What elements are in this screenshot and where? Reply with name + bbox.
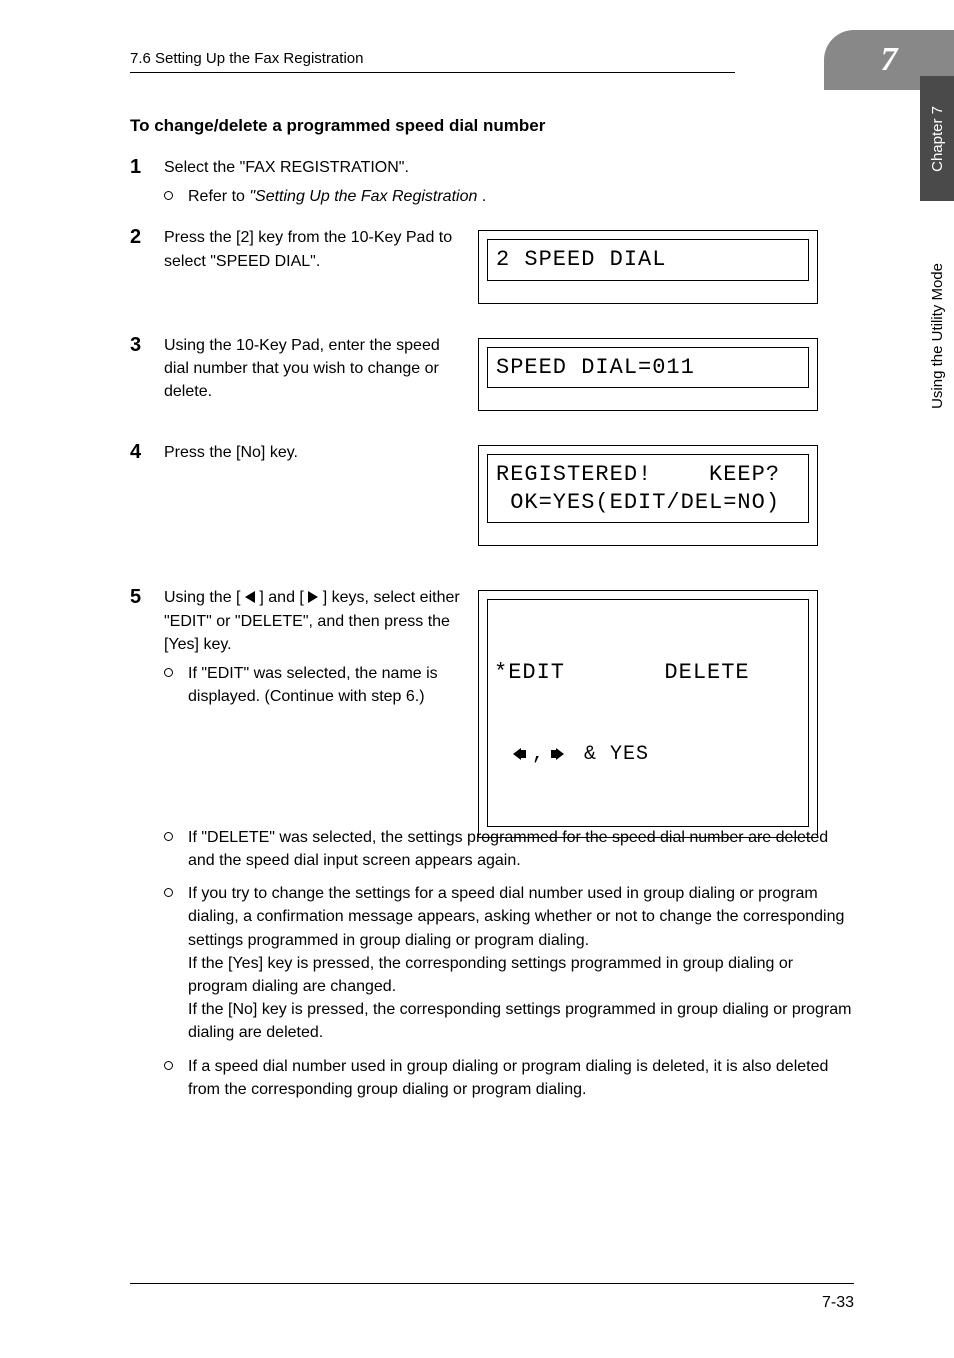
- section-reference: 7.6 Setting Up the Fax Registration: [130, 50, 854, 71]
- sub-prefix: Refer to: [188, 188, 249, 205]
- page-number: 7-33: [822, 1294, 854, 1311]
- page-footer: 7-33: [130, 1283, 854, 1312]
- sub-italic: "Setting Up the Fax Registration: [249, 188, 477, 205]
- step-5-subitems: If "DELETE" was selected, the settings p…: [164, 826, 854, 1101]
- step-text-pre: Using the [: [164, 589, 245, 606]
- step-subtext: If a speed dial number used in group dia…: [188, 1055, 854, 1101]
- step-number: 5: [130, 586, 164, 708]
- step-text-mid: ] and [: [255, 589, 308, 606]
- lcd-lines: REGISTERED! KEEP? OK=YES(EDIT/DEL=NO): [487, 454, 809, 523]
- step-3-row: 3 Using the 10-Key Pad, enter the speed …: [130, 334, 854, 412]
- sub-suffix: .: [477, 188, 486, 205]
- step-text: Press the [2] key from the 10-Key Pad to…: [164, 226, 460, 272]
- step-1: 1 Select the "FAX REGISTRATION". Refer t…: [130, 156, 854, 208]
- bullet-icon: [164, 185, 188, 208]
- lcd-display: SPEED DIAL=011: [478, 338, 818, 412]
- lcd-display: 2 SPEED DIAL: [478, 230, 818, 304]
- side-tab-section: Using the Utility Mode: [920, 206, 954, 466]
- lcd-tail: & YES: [571, 742, 649, 767]
- step-number: 1: [130, 156, 164, 179]
- side-tab-section-label: Using the Utility Mode: [929, 263, 946, 409]
- bullet-icon: [164, 662, 188, 708]
- lcd-display: *EDIT DELETE , & YES: [478, 590, 818, 838]
- bullet-icon: [164, 826, 188, 872]
- step-text: Using the [ ] and [ ] keys, select eithe…: [164, 586, 460, 708]
- header-rule: [130, 72, 735, 73]
- lcd-display: REGISTERED! KEEP? OK=YES(EDIT/DEL=NO): [478, 445, 818, 546]
- step-number: 4: [130, 441, 164, 464]
- step-4-row: 4 Press the [No] key. REGISTERED! KEEP? …: [130, 441, 854, 546]
- right-arrow-icon: [308, 591, 318, 603]
- step-text: Select the "FAX REGISTRATION".: [164, 159, 409, 176]
- step-subtext: If "EDIT" was selected, the name is disp…: [188, 662, 460, 708]
- lcd-line: 2 SPEED DIAL: [487, 239, 809, 281]
- step-number: 3: [130, 334, 164, 404]
- lcd-comma: ,: [532, 742, 545, 767]
- step-text: Using the 10-Key Pad, enter the speed di…: [164, 334, 460, 404]
- speaker-left-icon: [512, 748, 526, 760]
- lcd-line-1: REGISTERED! KEEP?: [496, 462, 780, 487]
- step-text: Press the [No] key.: [164, 441, 460, 464]
- step-subtext: If you try to change the settings for a …: [188, 882, 854, 1044]
- step-5-row: 5 Using the [ ] and [ ] keys, select eit…: [130, 586, 854, 838]
- lcd-line-1: *EDIT DELETE: [494, 659, 802, 687]
- step-2-row: 2 Press the [2] key from the 10-Key Pad …: [130, 226, 854, 304]
- procedure-heading: To change/delete a programmed speed dial…: [130, 116, 854, 136]
- bullet-icon: [164, 882, 188, 1044]
- step-subtext: Refer to "Setting Up the Fax Registratio…: [188, 185, 486, 208]
- chapter-number: 7: [881, 41, 898, 79]
- bullet-icon: [164, 1055, 188, 1101]
- lcd-lines: *EDIT DELETE , & YES: [487, 599, 809, 827]
- side-tab-chapter: Chapter 7: [920, 76, 954, 201]
- side-tab-chapter-label: Chapter 7: [929, 106, 946, 172]
- step-number: 2: [130, 226, 164, 272]
- lcd-line-2: , & YES: [494, 742, 802, 767]
- speaker-right-icon: [551, 748, 565, 760]
- lcd-line: SPEED DIAL=011: [487, 347, 809, 389]
- left-arrow-icon: [245, 591, 255, 603]
- lcd-line-2: OK=YES(EDIT/DEL=NO): [496, 490, 780, 515]
- step-subtext: If "DELETE" was selected, the settings p…: [188, 826, 854, 872]
